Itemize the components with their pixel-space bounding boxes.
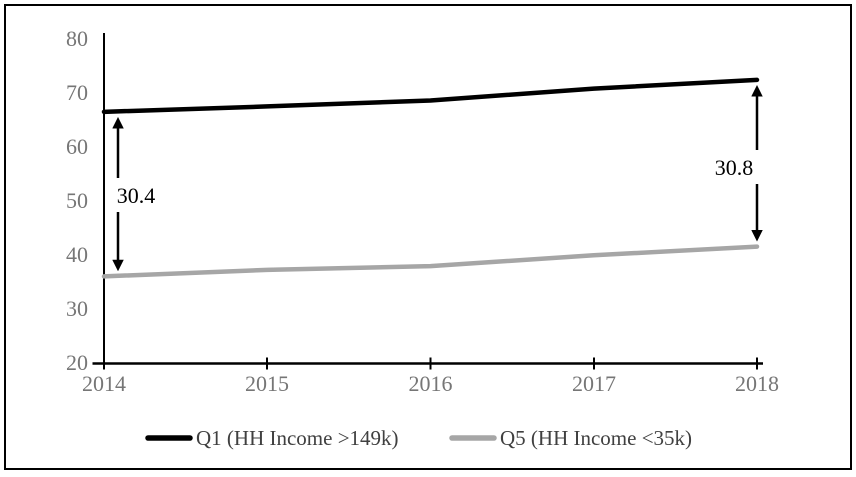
- gap-label-2018: 30.8: [708, 150, 759, 184]
- legend-label-q5: Q5 (HH Income <35k): [500, 426, 692, 450]
- y-tick-label: 30: [66, 296, 88, 321]
- legend-item-q1: Q1 (HH Income >149k): [145, 426, 399, 450]
- y-tick-label: 50: [66, 188, 88, 213]
- chart-border: [4, 4, 852, 470]
- x-tick-label: 2016: [409, 371, 453, 396]
- y-axis-labels: 80 70 60 50 40 30 20: [66, 26, 88, 375]
- y-tick-label: 60: [66, 134, 88, 159]
- q5-line-series: [101, 244, 760, 279]
- x-tick-label: 2018: [735, 371, 779, 396]
- y-tick-label: 40: [66, 242, 88, 267]
- q1-line-series: [101, 77, 760, 115]
- legend-item-q5: Q5 (HH Income <35k): [449, 426, 692, 450]
- y-tick-label: 70: [66, 80, 88, 105]
- x-axis-labels: 2014 2015 2016 2017 2018: [82, 371, 779, 396]
- y-tick-label: 20: [66, 350, 88, 375]
- legend-label-q1: Q1 (HH Income >149k): [196, 426, 399, 450]
- gap-label-2014: 30.4: [107, 178, 165, 212]
- x-tick-label: 2017: [572, 371, 616, 396]
- gap-label-text: 30.4: [117, 183, 156, 208]
- x-axis-ticks: [266, 357, 758, 370]
- x-tick-label: 2014: [82, 371, 126, 396]
- gap-label-backing: [708, 150, 759, 184]
- y-tick-label: 80: [66, 26, 88, 51]
- gap-label-text: 30.8: [715, 155, 754, 180]
- chart-legend: Q1 (HH Income >149k) Q5 (HH Income <35k): [145, 426, 692, 450]
- x-tick-label: 2015: [245, 371, 289, 396]
- gap-label-backing: [107, 178, 165, 212]
